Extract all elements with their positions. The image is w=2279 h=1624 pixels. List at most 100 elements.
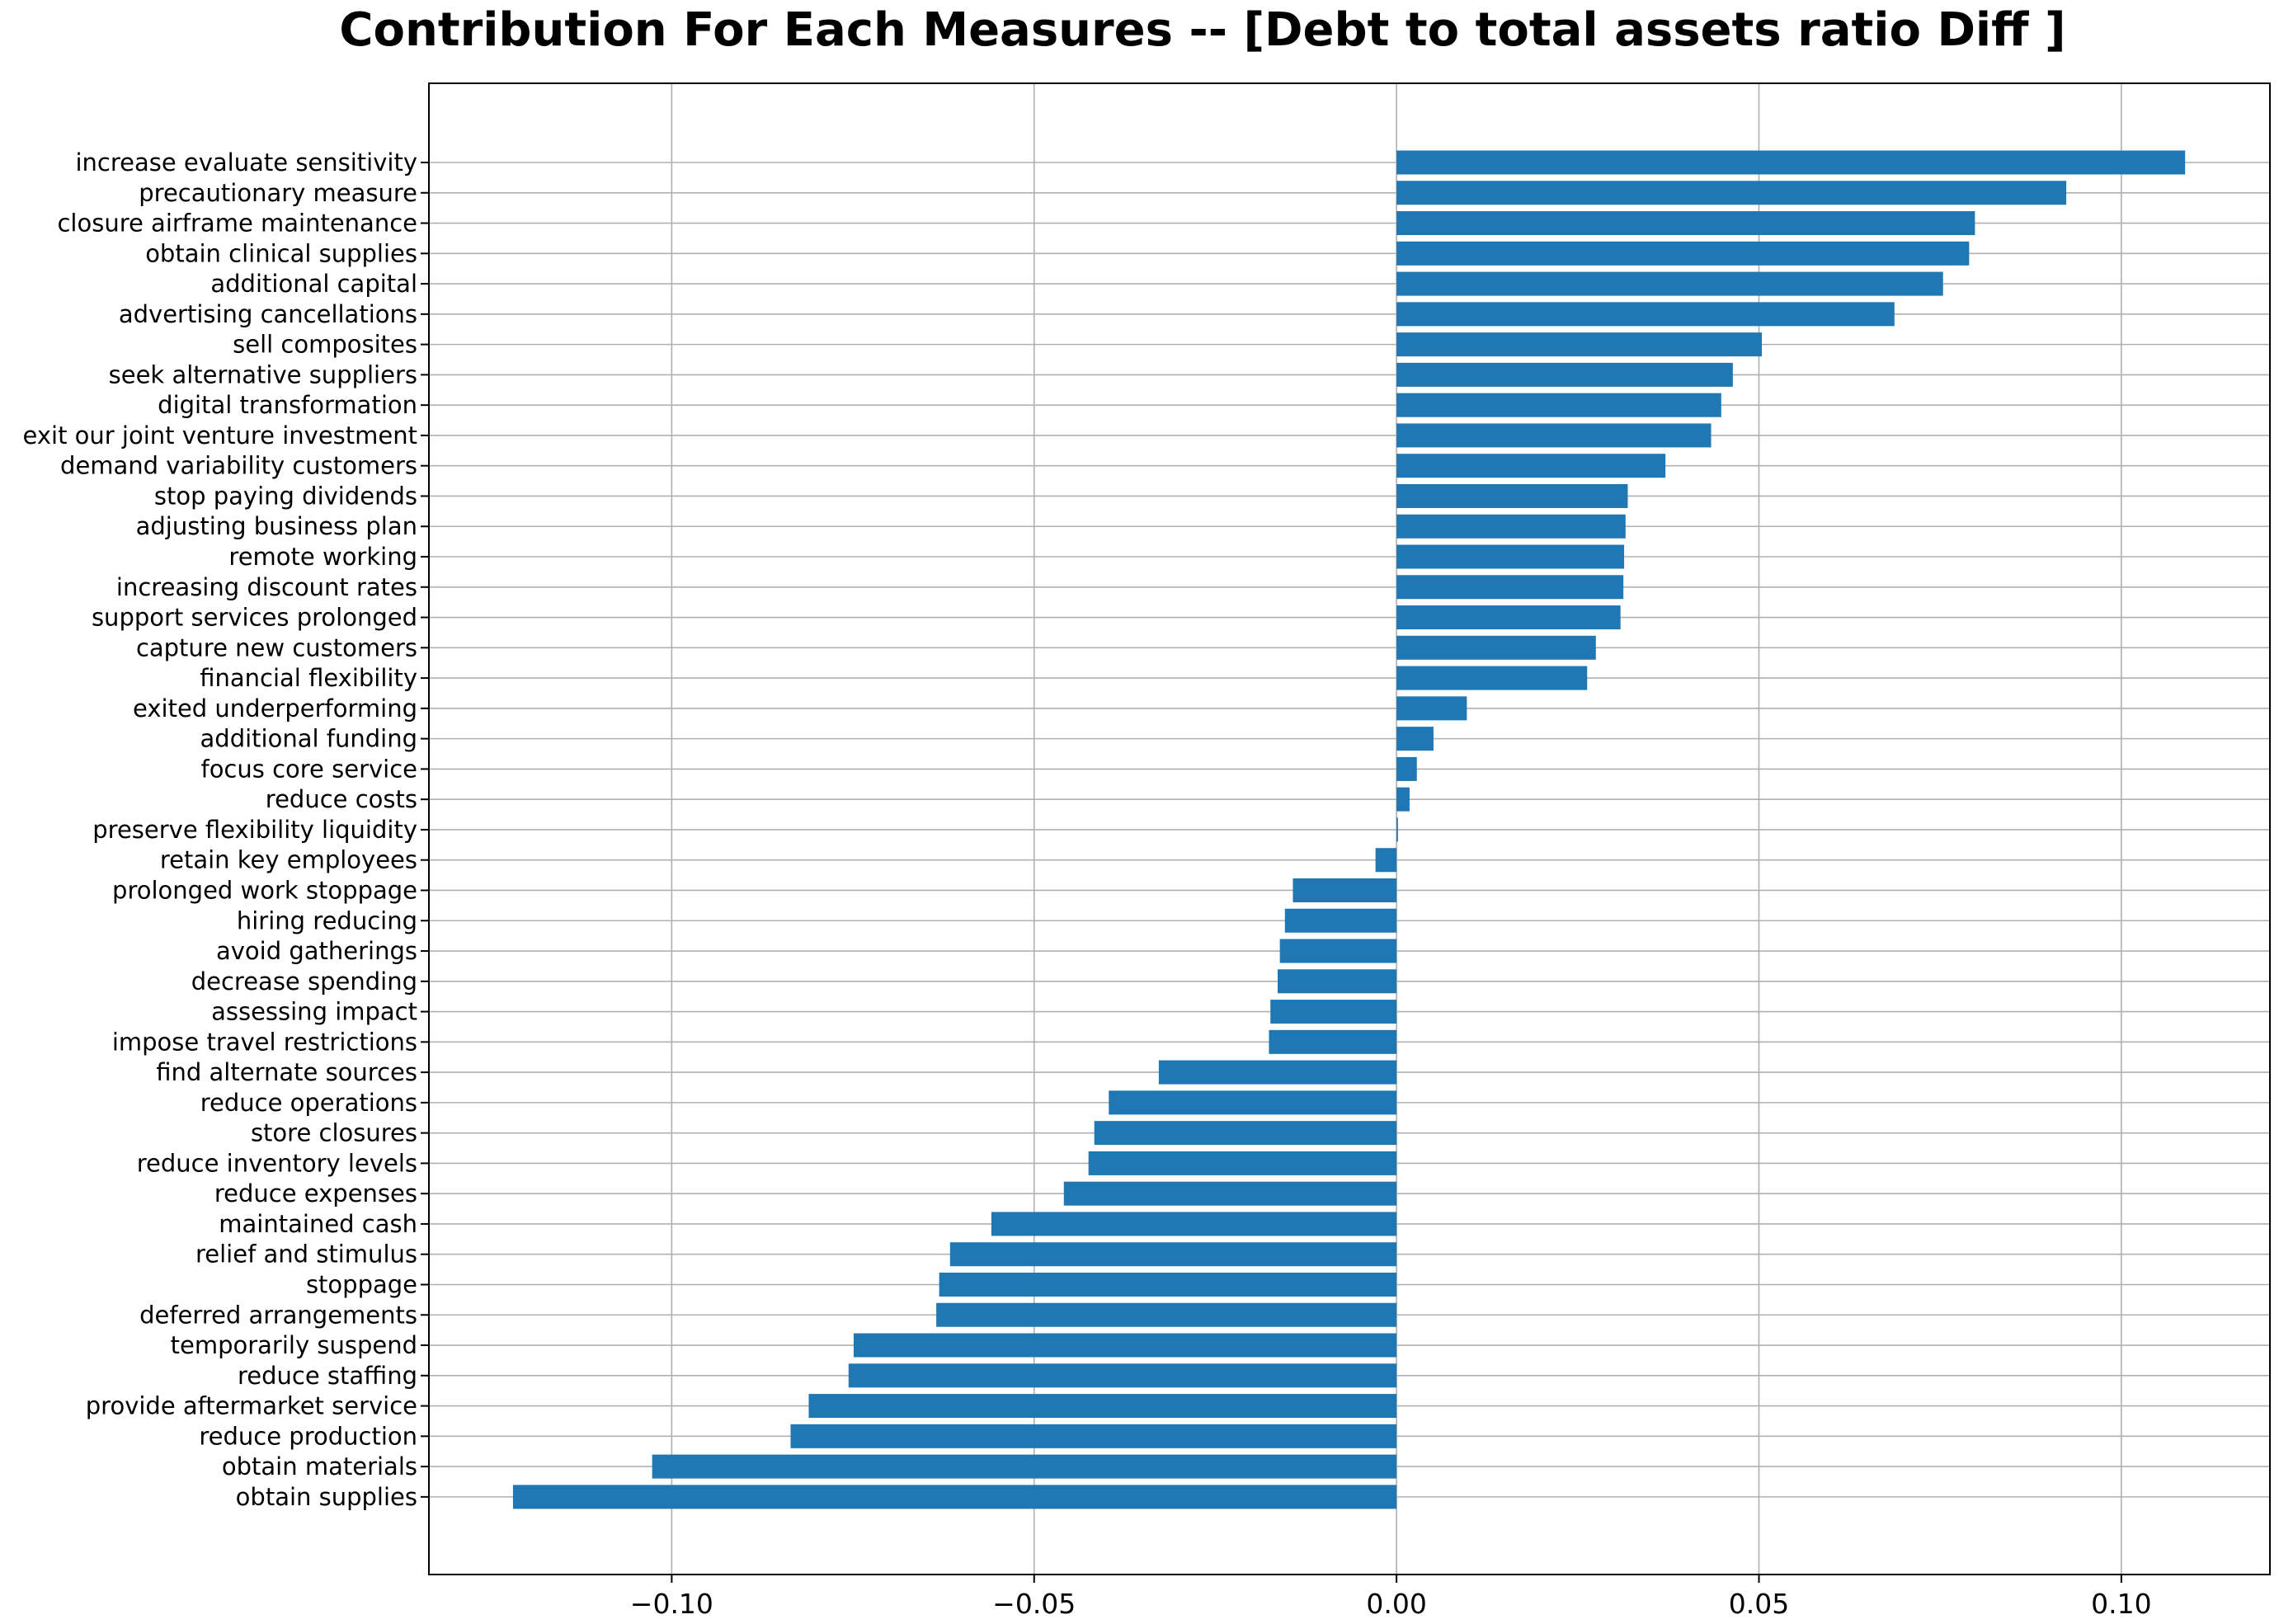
y-tick-label: digital transformation bbox=[158, 391, 417, 419]
bar bbox=[1396, 454, 1666, 478]
y-tick-label: reduce staffing bbox=[238, 1362, 417, 1390]
y-tick-label: focus core service bbox=[200, 755, 417, 783]
y-tick-label: decrease spending bbox=[191, 967, 417, 996]
y-tick-label: obtain clinical supplies bbox=[145, 239, 417, 267]
bar bbox=[1396, 302, 1895, 327]
plot-frame bbox=[428, 82, 2271, 1575]
y-tick-label: assessing impact bbox=[211, 998, 417, 1026]
bar bbox=[1396, 332, 1763, 357]
y-tick-label: support services prolonged bbox=[92, 604, 417, 632]
bar bbox=[1396, 817, 1398, 842]
bar bbox=[1293, 878, 1397, 902]
bar bbox=[790, 1424, 1397, 1448]
x-tick-label: −0.05 bbox=[992, 1588, 1076, 1620]
bar bbox=[1109, 1090, 1397, 1115]
bar bbox=[1396, 605, 1621, 630]
y-tick-label: prolonged work stoppage bbox=[112, 876, 417, 904]
y-tick-label: exit our joint venture investment bbox=[23, 421, 417, 450]
y-tick-label: impose travel restrictions bbox=[112, 1028, 417, 1056]
y-tick-label: maintained cash bbox=[219, 1210, 417, 1238]
bar bbox=[936, 1302, 1397, 1327]
y-tick-label: reduce expenses bbox=[214, 1179, 417, 1207]
bar bbox=[1396, 787, 1410, 812]
y-tick-label: obtain supplies bbox=[236, 1483, 417, 1511]
y-tick-label: additional funding bbox=[200, 725, 417, 753]
bar bbox=[1269, 1029, 1397, 1054]
bar bbox=[808, 1394, 1397, 1419]
bar bbox=[991, 1212, 1397, 1236]
y-tick-label: sell composites bbox=[233, 331, 417, 359]
bar bbox=[1396, 666, 1588, 690]
bar bbox=[1278, 969, 1397, 994]
bar bbox=[1158, 1060, 1397, 1085]
bar bbox=[1396, 423, 1712, 448]
bar bbox=[1396, 211, 1975, 236]
x-ticks: −0.10 −0.05 0.00 0.05 0.10 bbox=[630, 1575, 2152, 1620]
bar bbox=[1396, 756, 1417, 781]
y-tick-label: hiring reducing bbox=[237, 906, 417, 934]
y-tick-label: temporarily suspend bbox=[171, 1331, 417, 1359]
y-tick-label: seek alternative suppliers bbox=[109, 360, 417, 388]
bar bbox=[1270, 1000, 1397, 1024]
bar bbox=[1396, 544, 1625, 569]
bar bbox=[1396, 271, 1943, 296]
y-tick-label: remote working bbox=[228, 543, 417, 571]
y-tick-labels: increase evaluate sensitivityprecautiona… bbox=[23, 148, 429, 1511]
x-tick-label: −0.10 bbox=[630, 1588, 713, 1620]
y-tick-label: relief and stimulus bbox=[195, 1240, 417, 1269]
y-tick-label: closure airframe maintenance bbox=[57, 209, 417, 238]
bar bbox=[1094, 1121, 1397, 1146]
bar bbox=[853, 1333, 1397, 1358]
y-tick-label: financial flexibility bbox=[200, 664, 417, 692]
bar bbox=[1396, 181, 2067, 205]
bar bbox=[939, 1272, 1397, 1297]
y-gridlines bbox=[429, 162, 2270, 1498]
y-tick-label: increase evaluate sensitivity bbox=[75, 148, 417, 177]
bar bbox=[1284, 908, 1397, 933]
y-tick-label: store closures bbox=[251, 1119, 417, 1147]
y-tick-label: reduce inventory levels bbox=[137, 1149, 417, 1177]
x-tick-label: 0.00 bbox=[1366, 1588, 1426, 1620]
bar bbox=[949, 1242, 1397, 1267]
bar bbox=[848, 1363, 1397, 1388]
y-tick-label: stop paying dividends bbox=[154, 482, 417, 510]
bar bbox=[1396, 696, 1467, 721]
y-tick-label: provide aftermarket service bbox=[86, 1392, 417, 1420]
y-tick-label: find alternate sources bbox=[156, 1058, 417, 1086]
bar bbox=[1396, 362, 1733, 387]
bar bbox=[1396, 393, 1721, 417]
bar bbox=[1375, 848, 1397, 873]
bars bbox=[512, 150, 2186, 1509]
y-tick-label: retain key employees bbox=[160, 846, 417, 874]
bar bbox=[652, 1454, 1397, 1479]
y-tick-label: exited underperforming bbox=[133, 694, 417, 723]
y-tick-label: demand variability customers bbox=[60, 452, 417, 480]
bar bbox=[1279, 939, 1397, 963]
x-tick-label: 0.10 bbox=[2091, 1588, 2151, 1620]
bar bbox=[512, 1485, 1397, 1509]
y-tick-label: avoid gatherings bbox=[216, 937, 417, 965]
bar bbox=[1396, 575, 1624, 600]
y-tick-label: capture new customers bbox=[136, 633, 417, 661]
y-tick-label: advertising cancellations bbox=[119, 300, 417, 328]
bar bbox=[1396, 514, 1626, 539]
x-tick-label: 0.05 bbox=[1729, 1588, 1789, 1620]
bar bbox=[1396, 635, 1596, 660]
y-tick-label: increasing discount rates bbox=[116, 573, 417, 601]
y-tick-label: adjusting business plan bbox=[136, 512, 417, 540]
bar bbox=[1088, 1151, 1397, 1175]
y-tick-label: reduce costs bbox=[266, 785, 417, 813]
y-tick-label: reduce operations bbox=[200, 1089, 417, 1117]
bar bbox=[1396, 150, 2186, 175]
bar bbox=[1396, 727, 1434, 751]
y-tick-label: preserve flexibility liquidity bbox=[92, 816, 417, 844]
chart-title: Contribution For Each Measures -- [Debt … bbox=[339, 3, 2065, 57]
y-tick-label: stoppage bbox=[306, 1270, 417, 1298]
y-tick-label: deferred arrangements bbox=[139, 1301, 417, 1329]
y-tick-label: additional capital bbox=[210, 270, 417, 298]
y-tick-label: reduce production bbox=[199, 1422, 417, 1450]
y-tick-label: obtain materials bbox=[222, 1452, 417, 1480]
bar bbox=[1396, 241, 1970, 266]
y-tick-label: precautionary measure bbox=[139, 179, 417, 207]
